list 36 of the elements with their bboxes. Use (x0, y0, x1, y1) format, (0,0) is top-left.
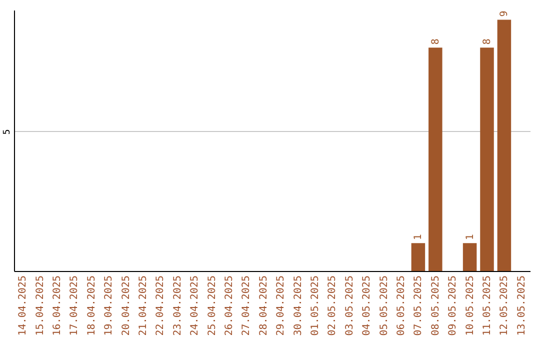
x-tick-label: 07.05.2025 (413, 276, 424, 336)
x-tick-label: 20.04.2025 (120, 276, 132, 336)
data-label: 9 (499, 10, 510, 17)
x-tick-label: 17.04.2025 (69, 276, 80, 336)
x-tick-label: 09.05.2025 (448, 276, 459, 336)
x-tick-label: 23.04.2025 (172, 276, 184, 336)
x-tick-label: 12.05.2025 (499, 276, 510, 336)
x-tick-label: 22.04.2025 (155, 276, 166, 336)
x-tick-label: 27.04.2025 (241, 276, 252, 336)
x-tick-label: 24.04.2025 (190, 276, 201, 336)
x-tick-label: 13.05.2025 (516, 276, 528, 336)
x-tick-label: 08.05.2025 (430, 276, 442, 336)
x-tick-label: 05.05.2025 (378, 276, 390, 336)
x-tick-label: 26.04.2025 (224, 276, 235, 336)
x-tick-label: 21.04.2025 (138, 276, 149, 336)
x-tick-label: 30.04.2025 (292, 276, 304, 336)
x-tick-label: 19.04.2025 (104, 276, 115, 336)
y-tick-label: 5 (2, 129, 12, 135)
x-tick-label: 28.04.2025 (258, 276, 270, 336)
x-tick-label: 18.04.2025 (86, 276, 98, 336)
data-label: 1 (464, 234, 476, 240)
data-label: 1 (413, 234, 424, 240)
x-tick-label: 10.05.2025 (464, 276, 476, 336)
x-tick-label: 29.04.2025 (276, 276, 287, 336)
x-tick-label: 25.04.2025 (206, 276, 218, 336)
x-tick-label: 06.05.2025 (396, 276, 407, 336)
x-tick-label: 15.04.2025 (34, 276, 46, 336)
x-tick-label: 16.04.2025 (52, 276, 63, 336)
x-tick-label: 14.04.2025 (18, 276, 29, 336)
x-tick-label: 02.05.2025 (327, 276, 338, 336)
data-label: 8 (482, 38, 493, 45)
x-tick-label: 11.05.2025 (482, 276, 493, 336)
x-tick-label: 01.05.2025 (310, 276, 321, 336)
data-label: 8 (430, 38, 442, 45)
x-tick-label: 04.05.2025 (362, 276, 373, 336)
x-tick-label: 03.05.2025 (344, 276, 356, 336)
